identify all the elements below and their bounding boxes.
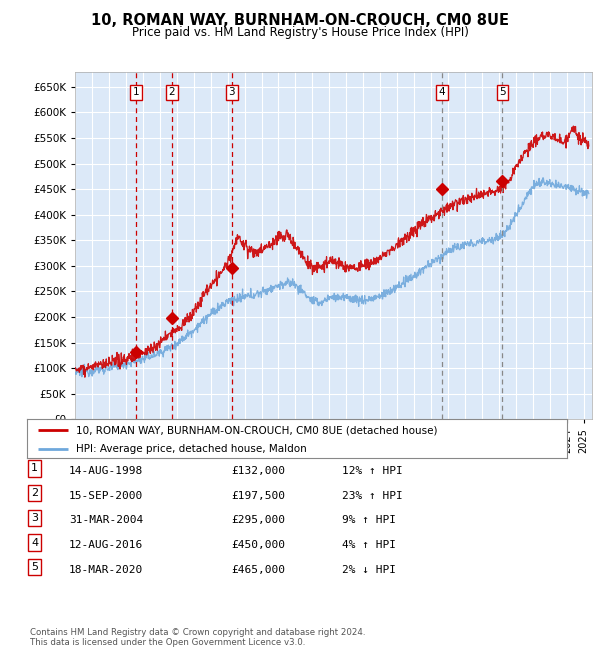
Text: Contains HM Land Registry data © Crown copyright and database right 2024.
This d: Contains HM Land Registry data © Crown c…: [30, 628, 365, 647]
Text: £450,000: £450,000: [231, 540, 285, 550]
Text: 2: 2: [169, 87, 175, 97]
Text: 3: 3: [229, 87, 235, 97]
Text: 10, ROMAN WAY, BURNHAM-ON-CROUCH, CM0 8UE: 10, ROMAN WAY, BURNHAM-ON-CROUCH, CM0 8U…: [91, 13, 509, 28]
Text: £132,000: £132,000: [231, 466, 285, 476]
Text: 4% ↑ HPI: 4% ↑ HPI: [342, 540, 396, 550]
Text: HPI: Average price, detached house, Maldon: HPI: Average price, detached house, Mald…: [76, 443, 307, 454]
Text: 3: 3: [31, 513, 38, 523]
Text: 12-AUG-2016: 12-AUG-2016: [69, 540, 143, 550]
Text: 10, ROMAN WAY, BURNHAM-ON-CROUCH, CM0 8UE (detached house): 10, ROMAN WAY, BURNHAM-ON-CROUCH, CM0 8U…: [76, 425, 437, 435]
Text: 31-MAR-2004: 31-MAR-2004: [69, 515, 143, 525]
Text: 12% ↑ HPI: 12% ↑ HPI: [342, 466, 403, 476]
Text: Price paid vs. HM Land Registry's House Price Index (HPI): Price paid vs. HM Land Registry's House …: [131, 26, 469, 39]
Text: 4: 4: [31, 538, 38, 547]
Text: 15-SEP-2000: 15-SEP-2000: [69, 491, 143, 500]
Text: £465,000: £465,000: [231, 565, 285, 575]
Text: 18-MAR-2020: 18-MAR-2020: [69, 565, 143, 575]
Text: 2% ↓ HPI: 2% ↓ HPI: [342, 565, 396, 575]
Text: 5: 5: [499, 87, 506, 97]
Text: 14-AUG-1998: 14-AUG-1998: [69, 466, 143, 476]
Text: 4: 4: [439, 87, 445, 97]
Text: 5: 5: [31, 562, 38, 572]
Text: 2: 2: [31, 488, 38, 498]
Text: £197,500: £197,500: [231, 491, 285, 500]
Text: 23% ↑ HPI: 23% ↑ HPI: [342, 491, 403, 500]
Text: 1: 1: [133, 87, 140, 97]
Text: 1: 1: [31, 463, 38, 473]
Text: 9% ↑ HPI: 9% ↑ HPI: [342, 515, 396, 525]
Text: £295,000: £295,000: [231, 515, 285, 525]
